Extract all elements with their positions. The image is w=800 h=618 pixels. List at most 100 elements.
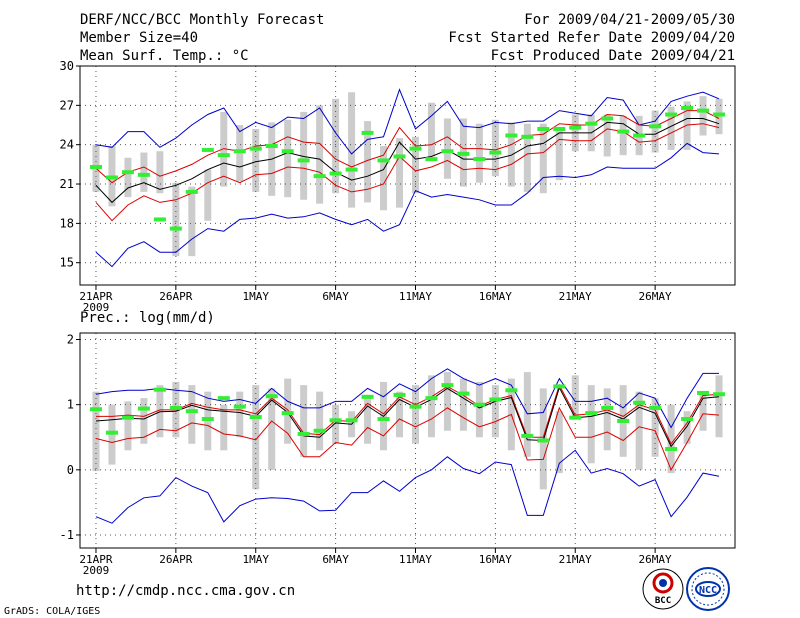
temp-median-mark [201,147,214,152]
prec-xtick-label: 21MAY [559,553,592,566]
grads-credit: GrADS: COLA/IGES [4,606,100,617]
temp-median-mark [313,174,326,179]
prec-xtick-label: 6MAY [322,553,349,566]
variable-label: Mean Surf. Temp.: °C [80,48,249,64]
prec-median-mark [121,415,134,420]
temp-median-mark [633,133,646,138]
temp-box [188,186,196,257]
prec-box [411,385,419,444]
prec-median-mark [409,404,422,409]
temp-box [284,119,292,198]
temp-median-mark [425,157,438,162]
prec-median-mark [537,438,550,443]
temp-box [475,123,483,183]
refer-date: Fcst Started Refer Date 2009/04/20 [448,30,735,46]
prec-median-mark [441,383,454,388]
prec-median-mark [521,433,534,438]
prec-year-label: 2009 [83,564,110,577]
temp-median-mark [217,153,230,158]
prec-median-mark [569,415,582,420]
temp-box [603,114,611,157]
temp-box [156,151,164,194]
temp-box [220,111,228,187]
prec-median-mark [137,406,150,411]
prec-median-mark [233,404,246,409]
temp-median-mark [345,167,358,172]
prec-median-mark [153,387,166,392]
temp-box [172,182,180,257]
prec-spread-low-line [95,406,720,471]
temp-median-mark [265,143,278,148]
prec-median-mark [345,418,358,423]
temp-median-mark [153,217,166,222]
prec-box [651,398,659,457]
precip-panel-title: Prec.: log(mm/d) [80,310,215,326]
prec-xtick-label: 21APR [79,553,112,566]
temp-median-mark [441,149,454,154]
temp-box [411,136,419,194]
temp-xtick-label: 26MAY [639,290,672,303]
prec-median-mark [217,396,230,401]
figure-title: DERF/NCC/BCC Monthly Forecast [80,12,324,28]
prec-median-mark [393,392,406,397]
prec-xtick-label: 16MAY [479,553,512,566]
prec-box [427,375,435,438]
prec-median-mark [377,417,390,421]
temp-median-mark [137,172,150,177]
prec-box [300,385,308,457]
temp-box [332,98,340,194]
temp-median-mark [489,150,502,155]
temp-ytick-label: 27 [60,98,74,112]
prec-box [188,385,196,444]
temp-box [300,111,308,200]
prec-median-mark [553,384,566,389]
temp-xtick-label: 16MAY [479,290,512,303]
temp-median-mark [585,121,598,126]
prec-box [491,385,499,438]
temp-xtick-label: 6MAY [322,290,349,303]
prec-median-mark [265,394,278,399]
prec-box [667,404,675,474]
prec-box [396,391,404,438]
prec-box [220,404,228,451]
temp-median-mark [105,175,118,180]
prec-median-mark [665,446,678,451]
temp-box [667,106,675,150]
prec-median-mark [697,390,710,395]
temp-median-mark [169,226,182,231]
temp-median-mark [521,134,534,139]
temp-xtick-label: 21MAY [559,290,592,303]
prec-median-mark [633,400,646,405]
prec-frame [79,332,736,549]
prec-ytick-label: 1 [67,398,74,412]
temp-xtick-label: 1MAY [242,290,269,303]
temp-box [140,152,148,192]
temperature-panel: 15 18 21 24 27 30 21APR 26APR 1MAY 6MAY 11MAY 16MAY… [60,59,736,314]
prec-median-mark [281,411,294,416]
prec-box [443,372,451,431]
prec-median-mark [185,409,198,414]
prec-median-mark [297,431,310,436]
prec-median-mark [681,417,694,421]
prec-median-mark [425,396,438,401]
temp-median-mark [121,170,134,175]
temp-box [523,123,531,192]
temp-median-mark [505,133,518,138]
prec-median-mark [505,388,518,393]
temp-box [619,115,627,156]
prec-median-mark [457,391,470,396]
prec-median-mark [617,418,630,423]
bcc-logo-text: BCC [655,596,671,606]
temp-spread-high-line [95,110,720,184]
temp-ytick-label: 18 [60,216,74,230]
prec-box [571,375,579,418]
temp-median-mark [89,164,102,169]
temp-median-mark [329,171,342,176]
temp-median-mark [665,112,678,117]
prec-box [124,401,132,451]
temp-median-mark [281,149,294,154]
temp-box [348,92,356,208]
bcc-logo: BCC [642,568,684,610]
temp-median-mark [297,158,310,163]
temp-ytick-label: 21 [60,177,74,191]
